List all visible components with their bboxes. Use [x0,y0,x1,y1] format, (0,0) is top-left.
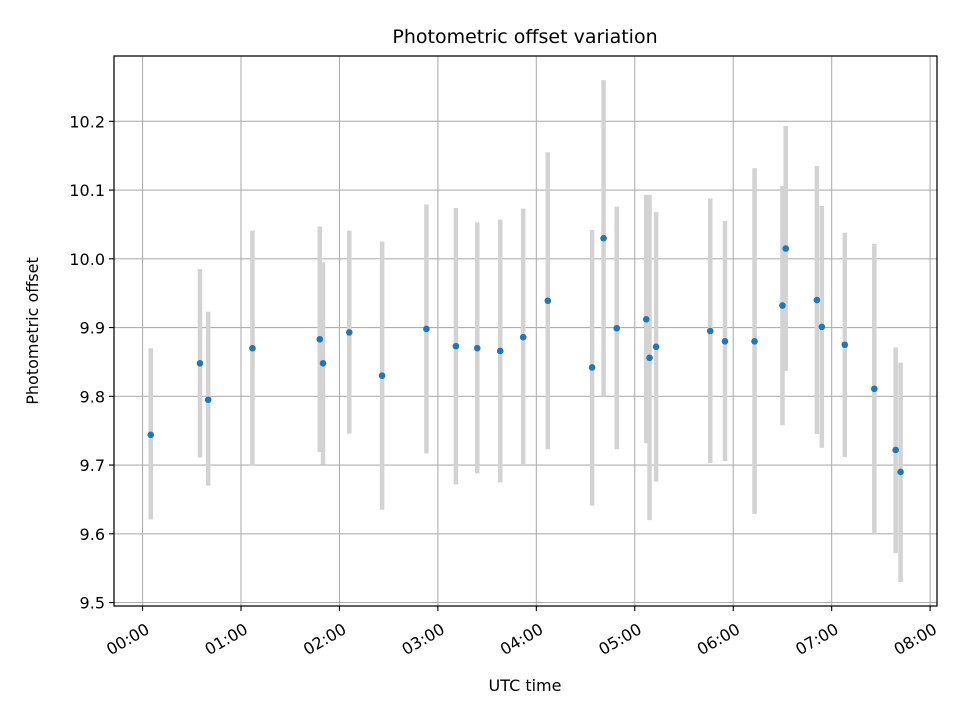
y-tick-label: 9.8 [80,387,105,406]
data-point [147,431,155,439]
data-point [892,446,899,454]
data-point [652,343,660,351]
y-tick-label: 9.6 [80,525,105,544]
data-point [813,296,821,304]
data-point [897,468,904,476]
data-point [613,324,621,332]
data-point [544,297,552,305]
data-point [423,325,430,333]
data-point [706,327,714,335]
plot-frame [113,55,938,607]
y-tick-label: 10.2 [69,112,105,131]
data-point [782,245,790,252]
data-point [319,360,327,367]
y-tick-label: 9.5 [80,594,105,613]
data-point [196,360,204,367]
data-point [249,344,256,352]
y-axis-ticks: 9.5 9.6 9.7 9.8 9.9 10.0 10.1 10.2 [69,112,114,613]
data-point [818,323,826,331]
data-point [378,372,386,379]
data-point [642,316,650,323]
data-point [316,335,324,343]
data-point [473,344,481,352]
data-point [452,342,460,350]
data-point [204,396,212,404]
data-point [646,354,653,362]
data-markers [147,234,904,476]
data-point [600,234,607,242]
x-axis-label: UTC time [489,676,562,695]
data-point [496,347,504,355]
data-point [519,333,527,341]
data-point [721,338,729,345]
data-point [345,329,353,336]
data-point [841,341,849,349]
y-tick-label: 9.7 [80,456,105,475]
data-point [588,364,596,371]
y-tick-label: 9.9 [80,319,105,338]
y-tick-label: 10.1 [69,181,105,200]
y-tick-label: 10.0 [69,250,105,269]
data-point [751,338,758,345]
data-point [871,385,878,393]
data-point [779,302,786,309]
y-axis-label: Photometric offset [23,257,42,405]
chart-title: Photometric offset variation [392,26,657,48]
